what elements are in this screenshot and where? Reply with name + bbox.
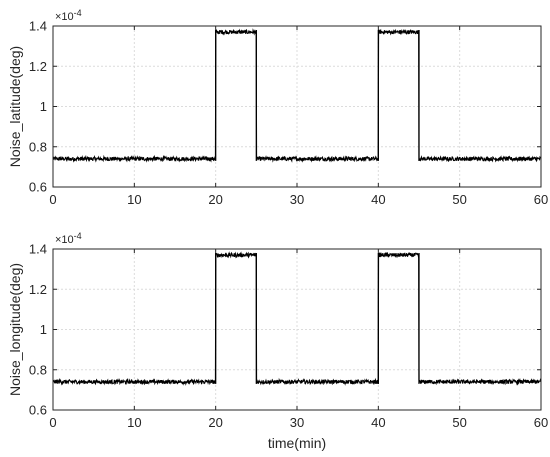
longitude-noise-plot: 0 10 20 30 40 50 60 0.6 0.8 1 1.2 1.4 ×10-4 Noise_lon… <box>7 231 548 451</box>
latitude-xtick-label-2: 20 <box>208 192 222 207</box>
longitude-xtick-label-0: 0 <box>49 415 56 430</box>
longitude-y-exponent: ×10-4 <box>55 231 82 246</box>
longitude-ytick-label-0: 0.6 <box>29 403 47 418</box>
longitude-ytick-label-2: 1 <box>40 322 47 337</box>
longitude-xtick-label-2: 20 <box>208 415 222 430</box>
latitude-ytick-label-4: 1.4 <box>29 19 47 34</box>
latitude-ylabel: Noise_latitude(deg) <box>7 46 23 167</box>
latitude-xtick-label-3: 30 <box>290 192 304 207</box>
longitude-ylabel: Noise_longitude(deg) <box>7 263 23 396</box>
latitude-xtick-label-4: 40 <box>371 192 385 207</box>
longitude-xtick-label-1: 10 <box>127 415 141 430</box>
longitude-xtick-label-3: 30 <box>290 415 304 430</box>
longitude-ytick-label-4: 1.4 <box>29 242 47 257</box>
latitude-xtick-label-0: 0 <box>49 192 56 207</box>
longitude-xlabel: time(min) <box>268 435 326 451</box>
longitude-noise-series <box>52 251 542 386</box>
longitude-xtick-label-5: 50 <box>452 415 466 430</box>
latitude-y-exponent: ×10-4 <box>55 8 82 23</box>
latitude-xtick-label-6: 60 <box>534 192 548 207</box>
latitude-ytick-label-0: 0.6 <box>29 180 47 195</box>
longitude-ytick-label-1: 0.8 <box>29 362 47 377</box>
longitude-ytick-label-3: 1.2 <box>29 282 47 297</box>
latitude-xtick-label-1: 10 <box>127 192 141 207</box>
latitude-ytick-label-1: 0.8 <box>29 139 47 154</box>
latitude-ytick-label-3: 1.2 <box>29 59 47 74</box>
latitude-noise-series <box>52 28 542 163</box>
longitude-xtick-label-4: 40 <box>371 415 385 430</box>
longitude-xtick-label-6: 60 <box>534 415 548 430</box>
latitude-noise-plot: 0 10 20 30 40 50 60 0.6 0.8 1 1.2 1.4 ×10-4 Noise_lat… <box>7 8 548 207</box>
latitude-xtick-label-5: 50 <box>452 192 466 207</box>
latitude-ytick-label-2: 1 <box>40 99 47 114</box>
